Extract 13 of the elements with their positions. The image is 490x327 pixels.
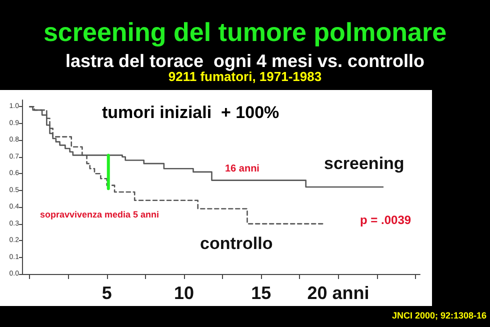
- annotation: p = .0039: [360, 213, 412, 227]
- annotation: sopravvivenza media 5 anni: [40, 210, 160, 220]
- series-label: controllo: [200, 234, 273, 253]
- x-tick-label: 15: [251, 283, 272, 303]
- text: JNCI 2000; 92:1308-16: [392, 310, 487, 320]
- series-label: screening: [324, 154, 404, 173]
- chart-title: screening del tumore polmonare: [43, 17, 447, 47]
- x-tick-label: 20 anni: [307, 283, 370, 303]
- chart-subtitle: lastra del torace ogni 4 mesi vs. controllo: [65, 51, 425, 71]
- annotation: tumori iniziali + 100%: [102, 103, 280, 122]
- x-tick-label: 10: [174, 283, 194, 303]
- annotation: 16 anni: [225, 164, 260, 174]
- x-tick-label: 5: [102, 283, 112, 303]
